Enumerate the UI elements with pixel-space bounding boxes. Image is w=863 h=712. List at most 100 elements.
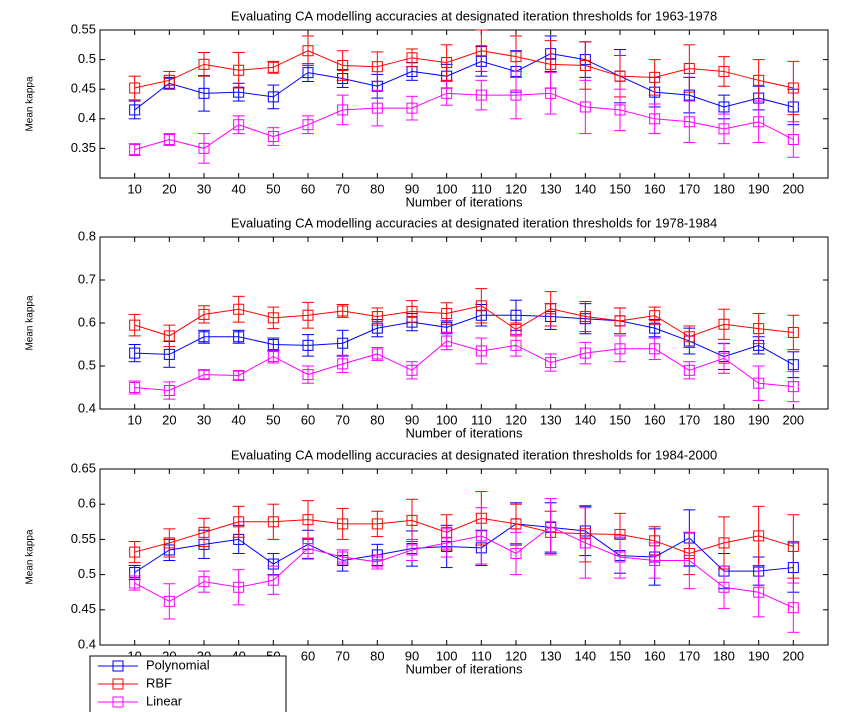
marker: [406, 52, 418, 64]
x-tick-label: 150: [609, 181, 631, 196]
series-line: [134, 314, 794, 366]
marker: [718, 101, 730, 113]
marker: [475, 45, 487, 57]
error-bar: [718, 342, 730, 374]
marker: [267, 131, 279, 143]
x-tick-label: 10: [127, 412, 141, 427]
error-bar: [302, 301, 314, 329]
error-bar: [336, 507, 349, 540]
error-bar: [371, 89, 384, 127]
marker: [441, 57, 453, 69]
y-axis-label: Mean kappa: [25, 529, 36, 584]
chart-title: Evaluating CA modelling accuracies at de…: [231, 8, 717, 23]
marker: [441, 308, 453, 320]
error-bar: [336, 354, 349, 373]
marker: [129, 104, 141, 116]
marker: [302, 67, 314, 79]
y-tick-label: 0.4: [78, 636, 96, 651]
marker: [683, 116, 695, 128]
marker: [579, 311, 591, 323]
marker: [198, 526, 210, 538]
error-bar: [475, 29, 488, 72]
plot-area: [99, 236, 829, 410]
marker: [337, 305, 349, 317]
y-tick-label: 0.8: [78, 228, 96, 243]
x-tick-label: 170: [678, 412, 700, 427]
x-tick-label: 150: [609, 412, 631, 427]
x-tick-label: 190: [748, 412, 770, 427]
error-bar: [232, 370, 245, 381]
x-tick-label: 120: [505, 412, 527, 427]
legend-marker: [112, 696, 124, 708]
error-bar: [267, 349, 280, 364]
marker: [441, 537, 453, 549]
error-bar: [302, 35, 314, 67]
marker: [163, 134, 175, 146]
chart-title: Evaluating CA modelling accuracies at de…: [231, 215, 717, 230]
x-tick-label: 80: [370, 648, 384, 663]
plot-area: [99, 29, 829, 179]
error-bar: [302, 334, 314, 357]
x-tick-label: 200: [782, 181, 804, 196]
marker: [718, 318, 730, 330]
error-bar: [232, 329, 245, 344]
marker: [302, 309, 314, 321]
error-bar: [544, 291, 557, 327]
marker: [753, 586, 765, 598]
error-bar: [683, 325, 696, 349]
series-line: [134, 517, 794, 555]
error-bar: [718, 113, 730, 145]
error-bar: [371, 307, 384, 326]
x-tick-label: 110: [471, 412, 492, 427]
marker: [475, 345, 487, 357]
marker: [129, 347, 141, 359]
marker: [718, 352, 730, 364]
x-tick-label: 180: [713, 181, 735, 196]
marker: [233, 369, 245, 381]
x-tick-label: 170: [678, 648, 700, 663]
error-bar: [648, 59, 661, 96]
marker: [614, 551, 626, 563]
series-line: [134, 340, 794, 392]
marker: [510, 547, 522, 559]
x-tick-label: 160: [644, 181, 666, 196]
x-tick-label: 180: [713, 648, 735, 663]
x-tick-label: 140: [574, 412, 596, 427]
marker: [163, 330, 175, 342]
error-bar: [440, 81, 453, 106]
marker: [510, 339, 522, 351]
x-tick-label: 110: [471, 648, 492, 663]
marker: [441, 87, 453, 99]
y-tick-label: 0.45: [71, 601, 96, 616]
x-tick-label: 140: [574, 648, 596, 663]
x-tick-label: 110: [471, 181, 492, 196]
error-bar: [787, 371, 800, 403]
marker: [233, 119, 245, 131]
x-tick-label: 130: [540, 181, 562, 196]
error-bar: [198, 517, 210, 547]
error-bar: [163, 381, 176, 400]
marker: [406, 514, 418, 526]
series-line: [134, 53, 794, 111]
x-tick-label: 180: [713, 412, 735, 427]
error-bar: [163, 528, 176, 558]
series-line: [134, 92, 794, 151]
x-tick-label: 40: [231, 412, 245, 427]
error-bar: [440, 44, 453, 81]
y-tick-label: 0.5: [78, 566, 96, 581]
marker: [614, 343, 626, 355]
marker: [787, 359, 799, 371]
marker: [233, 303, 245, 315]
marker: [129, 577, 141, 589]
marker: [129, 382, 141, 393]
marker: [753, 74, 765, 86]
marker: [787, 82, 799, 94]
x-axis-label: Number of iterations: [405, 194, 523, 209]
plot-area: [99, 468, 829, 646]
marker: [371, 61, 383, 73]
marker: [233, 516, 245, 528]
marker: [302, 119, 314, 131]
marker: [787, 326, 799, 338]
error-bar: [128, 75, 141, 101]
x-tick-label: 70: [335, 412, 349, 427]
